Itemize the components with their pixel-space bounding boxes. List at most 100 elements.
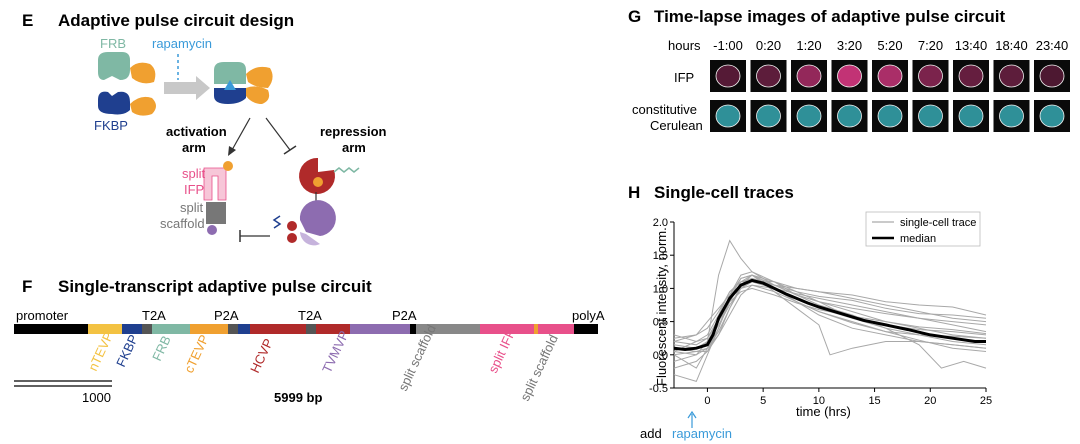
activation-arrow (231, 117, 251, 151)
hours-label: hours (668, 38, 701, 53)
median-trace (673, 278, 986, 352)
cerulean-cell (756, 104, 781, 128)
single-cell-trace (673, 284, 987, 352)
timelapse-grid: -1:00 0:20 1:20 3:20 5:20 7:20 13:40 18:40 23:40 (710, 38, 1070, 132)
panel-g: G Time-lapse images of adaptive pulse ci… (628, 7, 1070, 133)
panel-f: F Single-transcript adaptive pulse circu… (14, 277, 605, 405)
repression-inhibit-bar (283, 145, 297, 155)
panel-h: H Single-cell traces -0.5 0.0 0.5 1.0 1.5 2.0… (628, 183, 992, 441)
row-ifp-label: IFP (674, 70, 694, 85)
scale-bar-label: 1000 (82, 390, 111, 405)
timepoint-label: 13:40 (955, 38, 988, 53)
x-tick-label: 0 (704, 395, 710, 407)
legend-trace-label: single-cell trace (900, 217, 976, 229)
legend-median-label: median (900, 233, 936, 245)
cerulean-cell (837, 104, 862, 128)
tvmv-protease-icon (272, 200, 336, 246)
fkbp-label: FKBP (94, 118, 128, 133)
row-cerulean-label-2: Cerulean (650, 118, 703, 133)
split-ifp-label-1: split (182, 166, 206, 181)
single-cell-trace (673, 271, 987, 383)
promoter-label: promoter (16, 308, 69, 323)
cerulean-cell (715, 104, 741, 128)
cerulean-cell (999, 104, 1024, 128)
timepoint-label: 3:20 (837, 38, 862, 53)
timepoint-label: 23:40 (1036, 38, 1069, 53)
ifp-cell (1039, 64, 1065, 88)
hcv-protease-icon (299, 157, 360, 194)
split-scaffold-label-2: scaffold (160, 216, 205, 231)
timepoint-label: 18:40 (995, 38, 1028, 53)
repression-arm-label-2: arm (342, 140, 366, 155)
rapamycin-label: rapamycin (152, 36, 212, 51)
ifp-cell (918, 64, 943, 88)
panel-e-letter: E (22, 11, 33, 30)
tvmvp-label: TVMVP (319, 328, 352, 375)
panel-g-letter: G (628, 7, 641, 26)
t2a-label-1: T2A (142, 308, 166, 323)
timepoint-label: 1:20 (796, 38, 821, 53)
p2a-label-2: P2A (392, 308, 417, 323)
ifp-cell (999, 64, 1024, 88)
y-tick-label: 1.5 (653, 250, 668, 262)
panel-f-letter: F (22, 277, 32, 296)
activation-arrowhead-icon (228, 146, 236, 156)
row-cerulean-label-1: constitutive (632, 102, 697, 117)
rapamycin-addition-arrow-icon (687, 410, 697, 428)
split-ifp-icon (203, 161, 233, 201)
frb-segment-label: FRB (149, 333, 174, 363)
cerulean-cell (918, 104, 943, 128)
panel-e: E Adaptive pulse circuit design FRB FKBP… (22, 11, 387, 246)
p2a-label-1: P2A (214, 308, 239, 323)
single-cell-trace (673, 277, 987, 339)
cerulean-cell (877, 104, 903, 128)
annotation-rapamycin: rapamycin (672, 426, 732, 441)
x-tick-label: 10 (813, 395, 825, 407)
scale-bar (14, 380, 112, 387)
x-tick-label: 15 (868, 395, 880, 407)
y-tick-label: 1.0 (653, 283, 668, 295)
split-scaffold-icon (206, 202, 226, 235)
activation-arm-label-1: activation (166, 124, 227, 139)
split-scaffold-label-1: split (180, 200, 204, 215)
activation-arm-label-2: arm (182, 140, 206, 155)
timepoint-label: 0:20 (756, 38, 781, 53)
ntevp-label: nTEVP (85, 330, 116, 374)
x-tick-label: 5 (760, 395, 766, 407)
repression-arrow (265, 117, 291, 151)
ifp-cell (877, 64, 903, 88)
t2a-label-2: T2A (298, 308, 322, 323)
cerulean-cell (796, 104, 822, 128)
cerulean-cell (958, 104, 984, 128)
single-cell-trace (673, 287, 987, 346)
frb-protein-icon (98, 52, 156, 84)
timepoint-label: 5:20 (877, 38, 902, 53)
panel-g-title: Time-lapse images of adaptive pulse circ… (654, 7, 1005, 26)
ifp-cell (837, 64, 862, 88)
split-scaffold-segment-label-2: split scaffold (517, 332, 561, 403)
transcript-length: 5999 bp (274, 390, 322, 405)
x-tick-label: 25 (980, 395, 992, 407)
transcript-bar (14, 324, 598, 334)
polya-label: polyA (572, 308, 605, 323)
ifp-cell (715, 64, 741, 88)
dimerization-arrow-icon (164, 76, 210, 100)
y-axis-label: Fluorescent intensity, norm. (654, 227, 669, 386)
y-tick-label: -0.5 (649, 383, 668, 395)
fkbp-segment-label: FKBP (113, 332, 141, 369)
ifp-cell (958, 64, 984, 88)
ifp-cell (796, 64, 822, 88)
x-axis-label: time (hrs) (796, 404, 851, 419)
y-tick-label: 2.0 (653, 217, 668, 229)
x-tick-label: 20 (924, 395, 936, 407)
y-tick-label: 0.0 (653, 350, 668, 362)
dimer-complex-icon (214, 62, 273, 104)
single-cell-chart: -0.5 0.0 0.5 1.0 1.5 2.0 0 5 10 15 20 25 (649, 217, 992, 407)
panel-e-title: Adaptive pulse circuit design (58, 11, 294, 30)
hcvp-label: HCVP (247, 336, 276, 375)
ctevp-label: cTEVP (181, 332, 212, 375)
annotation-add: add (640, 426, 662, 441)
ifp-cell (756, 64, 781, 88)
